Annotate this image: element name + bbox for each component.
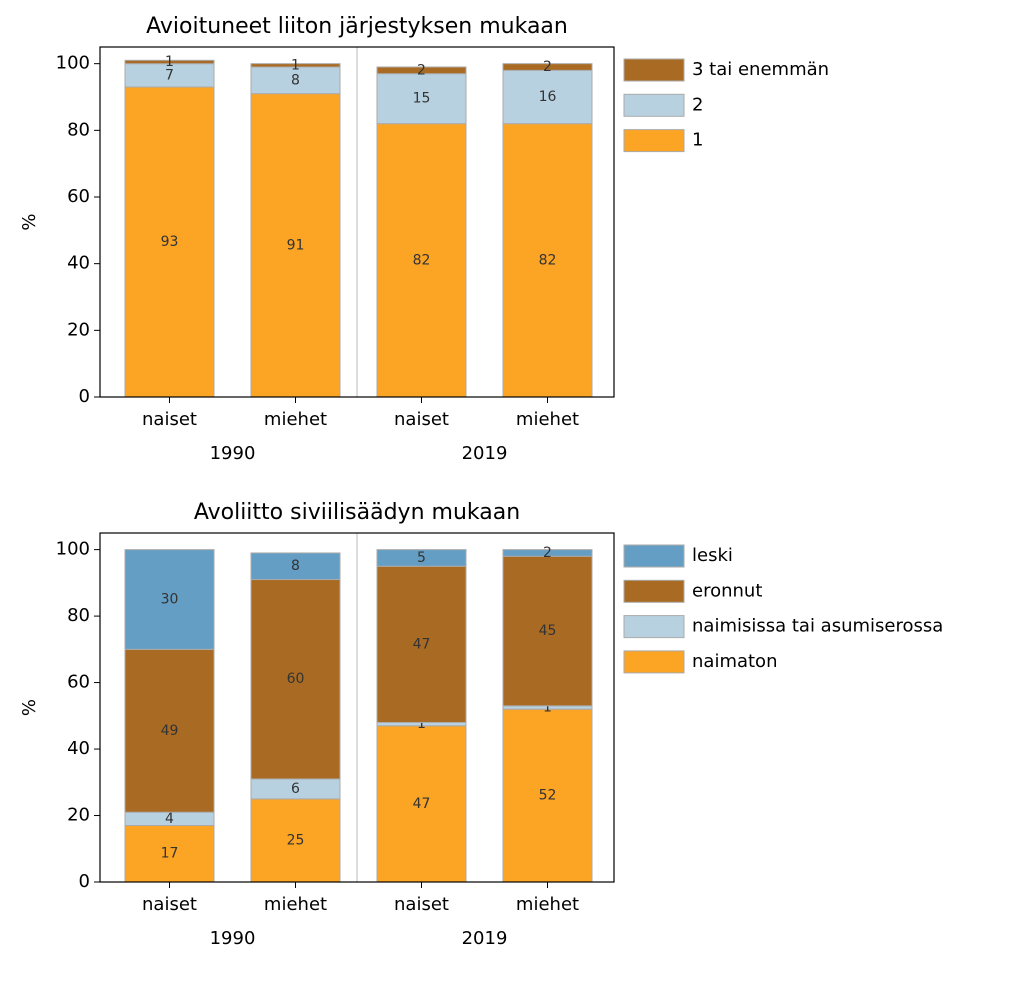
x-tick-label: naiset [394,894,449,915]
value-label: 8 [291,558,300,574]
value-label: 1 [417,716,426,732]
value-label: 17 [161,846,179,862]
value-label: 2 [543,59,552,75]
y-tick-label: 0 [79,871,90,892]
x-tick-label: miehet [516,409,579,430]
bar-segment [376,725,467,883]
bar-segment [376,66,467,75]
y-tick-label: 100 [56,53,90,74]
y-tick-label: 60 [67,672,90,693]
y-tick-label: 100 [56,539,90,560]
y-tick-label: 80 [67,605,90,626]
bar-segment [502,123,593,398]
bar-segment [124,549,215,650]
legend-label: eronnut [692,580,762,601]
value-label: 91 [287,237,305,253]
value-label: 1 [165,54,174,70]
y-axis-label: % [19,699,40,716]
bar-segment [376,565,467,723]
bar-segment [376,123,467,398]
plot-frame [99,532,615,883]
legend-label: naimisissa tai asumiserossa [692,616,943,637]
value-label: 60 [287,671,305,687]
value-label: 49 [161,723,179,739]
value-label: 7 [165,67,174,83]
bar-segment [124,59,215,65]
bar-segment [502,708,593,883]
chart-title: Avioituneet liiton järjestyksen mukaan [146,14,568,39]
value-label: 82 [539,252,557,268]
y-tick-label: 0 [79,386,90,407]
value-label: 1 [291,57,300,73]
value-label: 30 [161,591,179,607]
x-tick-label: naiset [142,409,197,430]
y-tick-label: 20 [67,805,90,826]
bar-segment [250,63,341,68]
value-label: 4 [165,811,174,827]
value-label: 15 [413,91,431,107]
x-tick-label: naiset [394,409,449,430]
value-label: 2 [543,545,552,561]
legend-swatch [623,129,685,153]
legend-label: 2 [692,94,703,115]
y-tick-label: 40 [67,738,90,759]
legend-swatch [623,650,685,674]
legend-swatch [623,544,685,568]
group-label: 1990 [210,443,256,464]
y-axis-label: % [19,213,40,230]
x-tick-label: miehet [516,894,579,915]
value-label: 52 [539,788,557,804]
legend-swatch [623,615,685,639]
bar-segment [250,66,341,95]
bar-segment [376,549,467,567]
value-label: 47 [413,636,431,652]
value-label: 16 [539,89,557,105]
bar-segment [250,93,341,398]
legend-label: 3 tai enemmän [692,59,829,80]
bar-segment [250,552,341,581]
legend-swatch [623,58,685,82]
value-label: 93 [161,234,179,250]
value-label: 47 [413,796,431,812]
bar-segment [502,555,593,707]
value-label: 25 [287,832,305,848]
legend-swatch [623,579,685,603]
x-tick-label: naiset [142,894,197,915]
bar-segment [502,549,593,557]
value-label: 8 [291,72,300,88]
value-label: 45 [539,623,557,639]
bar-segment [124,648,215,813]
bar-segment [250,579,341,780]
legend-label: 1 [692,130,703,151]
y-tick-label: 20 [67,319,90,340]
value-label: 5 [417,550,426,566]
group-label: 2019 [462,443,508,464]
value-label: 1 [543,700,552,716]
value-label: 82 [413,252,431,268]
y-tick-label: 80 [67,119,90,140]
bar-segment [502,63,593,71]
y-tick-label: 60 [67,186,90,207]
plot-frame [99,46,615,398]
bar-segment [124,824,215,883]
value-label: 2 [417,62,426,78]
y-tick-label: 40 [67,253,90,274]
x-tick-label: miehet [264,894,327,915]
value-label: 6 [291,781,300,797]
legend-swatch [623,93,685,117]
group-label: 1990 [210,928,256,949]
bar-segment [250,798,341,883]
x-tick-label: miehet [264,409,327,430]
chart-title: Avoliitto siviilisäädyn mukaan [194,500,520,525]
legend-label: naimaton [692,651,777,672]
legend-label: leski [692,545,733,566]
group-label: 2019 [462,928,508,949]
bar-segment [376,73,467,125]
bar-segment [502,69,593,125]
